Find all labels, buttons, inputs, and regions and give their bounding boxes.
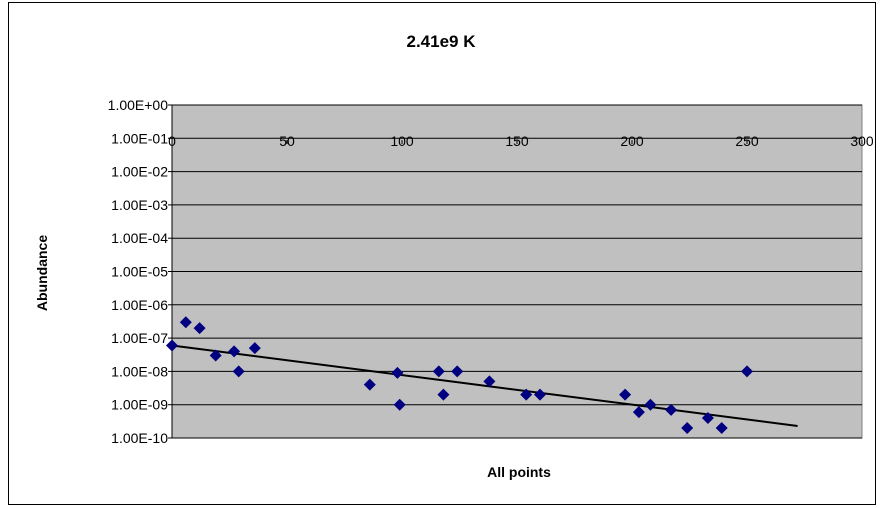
y-tick-label: 1.00E+00 — [108, 97, 169, 113]
data-point — [228, 345, 241, 358]
data-point — [209, 349, 222, 362]
x-axis-label: All points — [487, 464, 551, 480]
data-point — [451, 365, 464, 378]
data-point — [681, 421, 694, 434]
data-point — [193, 322, 206, 335]
data-point — [534, 388, 546, 401]
data-point — [391, 366, 404, 379]
data-point — [166, 339, 178, 352]
x-tick-label: 200 — [620, 133, 644, 149]
y-tick-label: 1.00E-07 — [111, 330, 168, 346]
data-point — [437, 388, 450, 401]
y-tick-label: 1.00E-02 — [111, 164, 168, 180]
chart-title: 2.41e9 K — [406, 32, 476, 51]
data-point — [741, 365, 753, 378]
y-tick-label: 1.00E-06 — [111, 297, 168, 313]
x-tick-label: 150 — [505, 133, 529, 149]
x-tick-label: 50 — [279, 133, 295, 149]
data-point — [619, 388, 632, 401]
data-point — [715, 421, 728, 434]
y-tick-label: 1.00E-04 — [111, 230, 168, 246]
y-tick-label: 1.00E-03 — [111, 197, 168, 213]
data-point — [179, 316, 192, 329]
data-point — [393, 398, 406, 411]
x-tick-label: 300 — [850, 133, 874, 149]
x-tick-label: 250 — [735, 133, 759, 149]
data-point — [248, 342, 261, 355]
trendline — [171, 344, 798, 427]
data-point — [632, 406, 645, 419]
data-point — [644, 398, 657, 411]
y-tick-label: 1.00E-08 — [111, 363, 168, 379]
x-tick-label: 100 — [390, 133, 414, 149]
y-tick-label: 1.00E-09 — [111, 397, 168, 413]
y-tick-label: 1.00E-10 — [111, 430, 168, 446]
x-tick-label: 0 — [168, 133, 176, 149]
y-tick-label: 1.00E-05 — [111, 264, 168, 280]
data-point — [483, 375, 496, 388]
data-point — [432, 365, 445, 378]
data-point — [232, 365, 245, 378]
data-point — [701, 411, 714, 424]
y-tick-label: 1.00E-01 — [111, 130, 168, 146]
data-point — [665, 403, 678, 416]
data-point — [520, 388, 533, 401]
data-point — [363, 378, 376, 391]
